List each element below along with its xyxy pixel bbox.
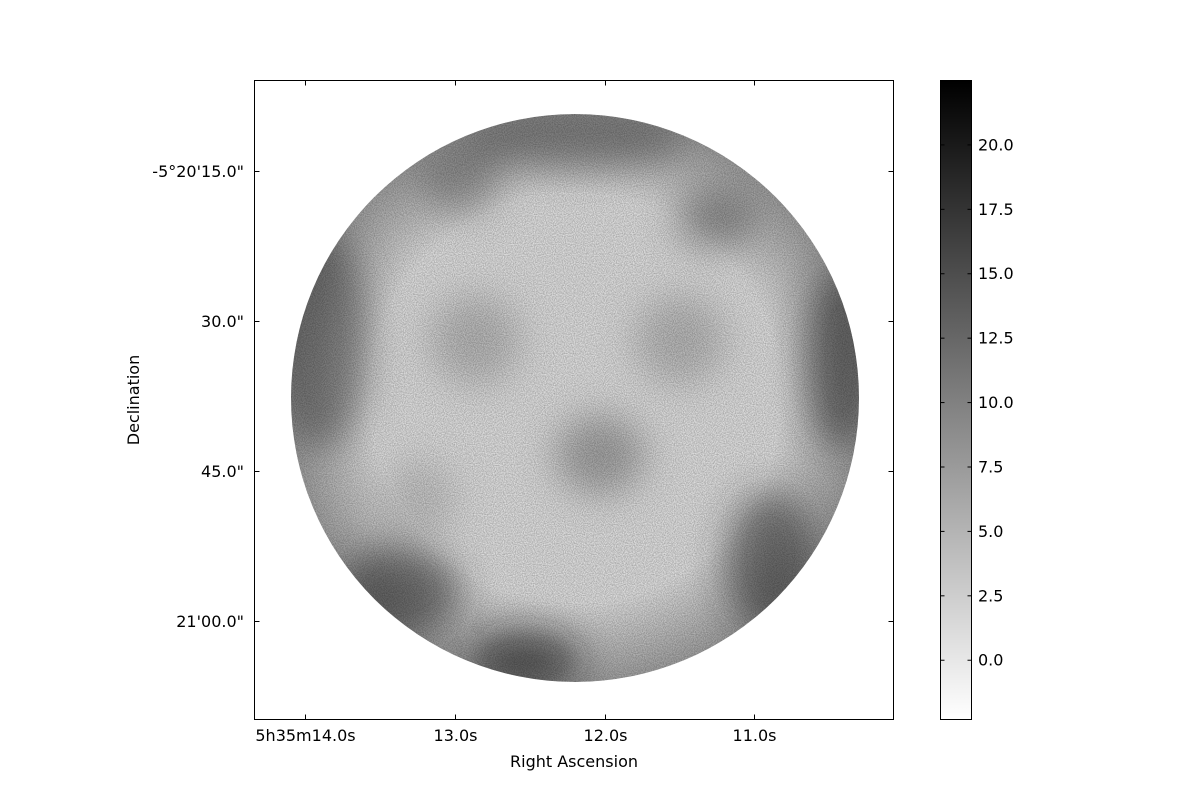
y-tick-label: 30.0" xyxy=(201,312,244,331)
colorbar-tick-label: 20.0 xyxy=(978,135,1014,154)
y-axis-title: Declination xyxy=(124,355,143,445)
plot-frame xyxy=(254,80,894,720)
colorbar-tick-label: 12.5 xyxy=(978,329,1014,348)
colorbar-ticks: 0.0 2.5 5.0 7.5 10.0 12.5 15.0 17.5 20.0 xyxy=(940,135,1014,670)
colorbar-tick-label: 0.0 xyxy=(978,651,1003,670)
colorbar-tick-label: 15.0 xyxy=(978,264,1014,283)
colorbar-tick-label: 17.5 xyxy=(978,200,1014,219)
colorbar-tick-label: 10.0 xyxy=(978,393,1014,412)
colorbar-tick-label: 2.5 xyxy=(978,586,1003,605)
y-tick-label: 45.0" xyxy=(201,462,244,481)
x-tick-label: 13.0s xyxy=(434,726,478,745)
y-axis-ticks: -5°20'15.0" 30.0" 45.0" 21'00.0" xyxy=(152,162,894,631)
y-tick-label: 21'00.0" xyxy=(176,612,244,631)
x-tick-label: 5h35m14.0s xyxy=(255,726,355,745)
colorbar-tick-label: 7.5 xyxy=(978,457,1003,476)
colorbar: 0.0 2.5 5.0 7.5 10.0 12.5 15.0 17.5 20.0 xyxy=(940,80,1014,720)
image-disk xyxy=(291,114,859,682)
colorbar-gradient xyxy=(940,80,972,720)
x-tick-label: 11.0s xyxy=(733,726,777,745)
x-axis-title: Right Ascension xyxy=(510,752,638,771)
y-tick-label: -5°20'15.0" xyxy=(152,162,244,181)
colorbar-tick-label: 5.0 xyxy=(978,522,1003,541)
x-axis-ticks: 5h35m14.0s 13.0s 12.0s 11.0s xyxy=(255,80,777,745)
x-tick-label: 12.0s xyxy=(584,726,628,745)
